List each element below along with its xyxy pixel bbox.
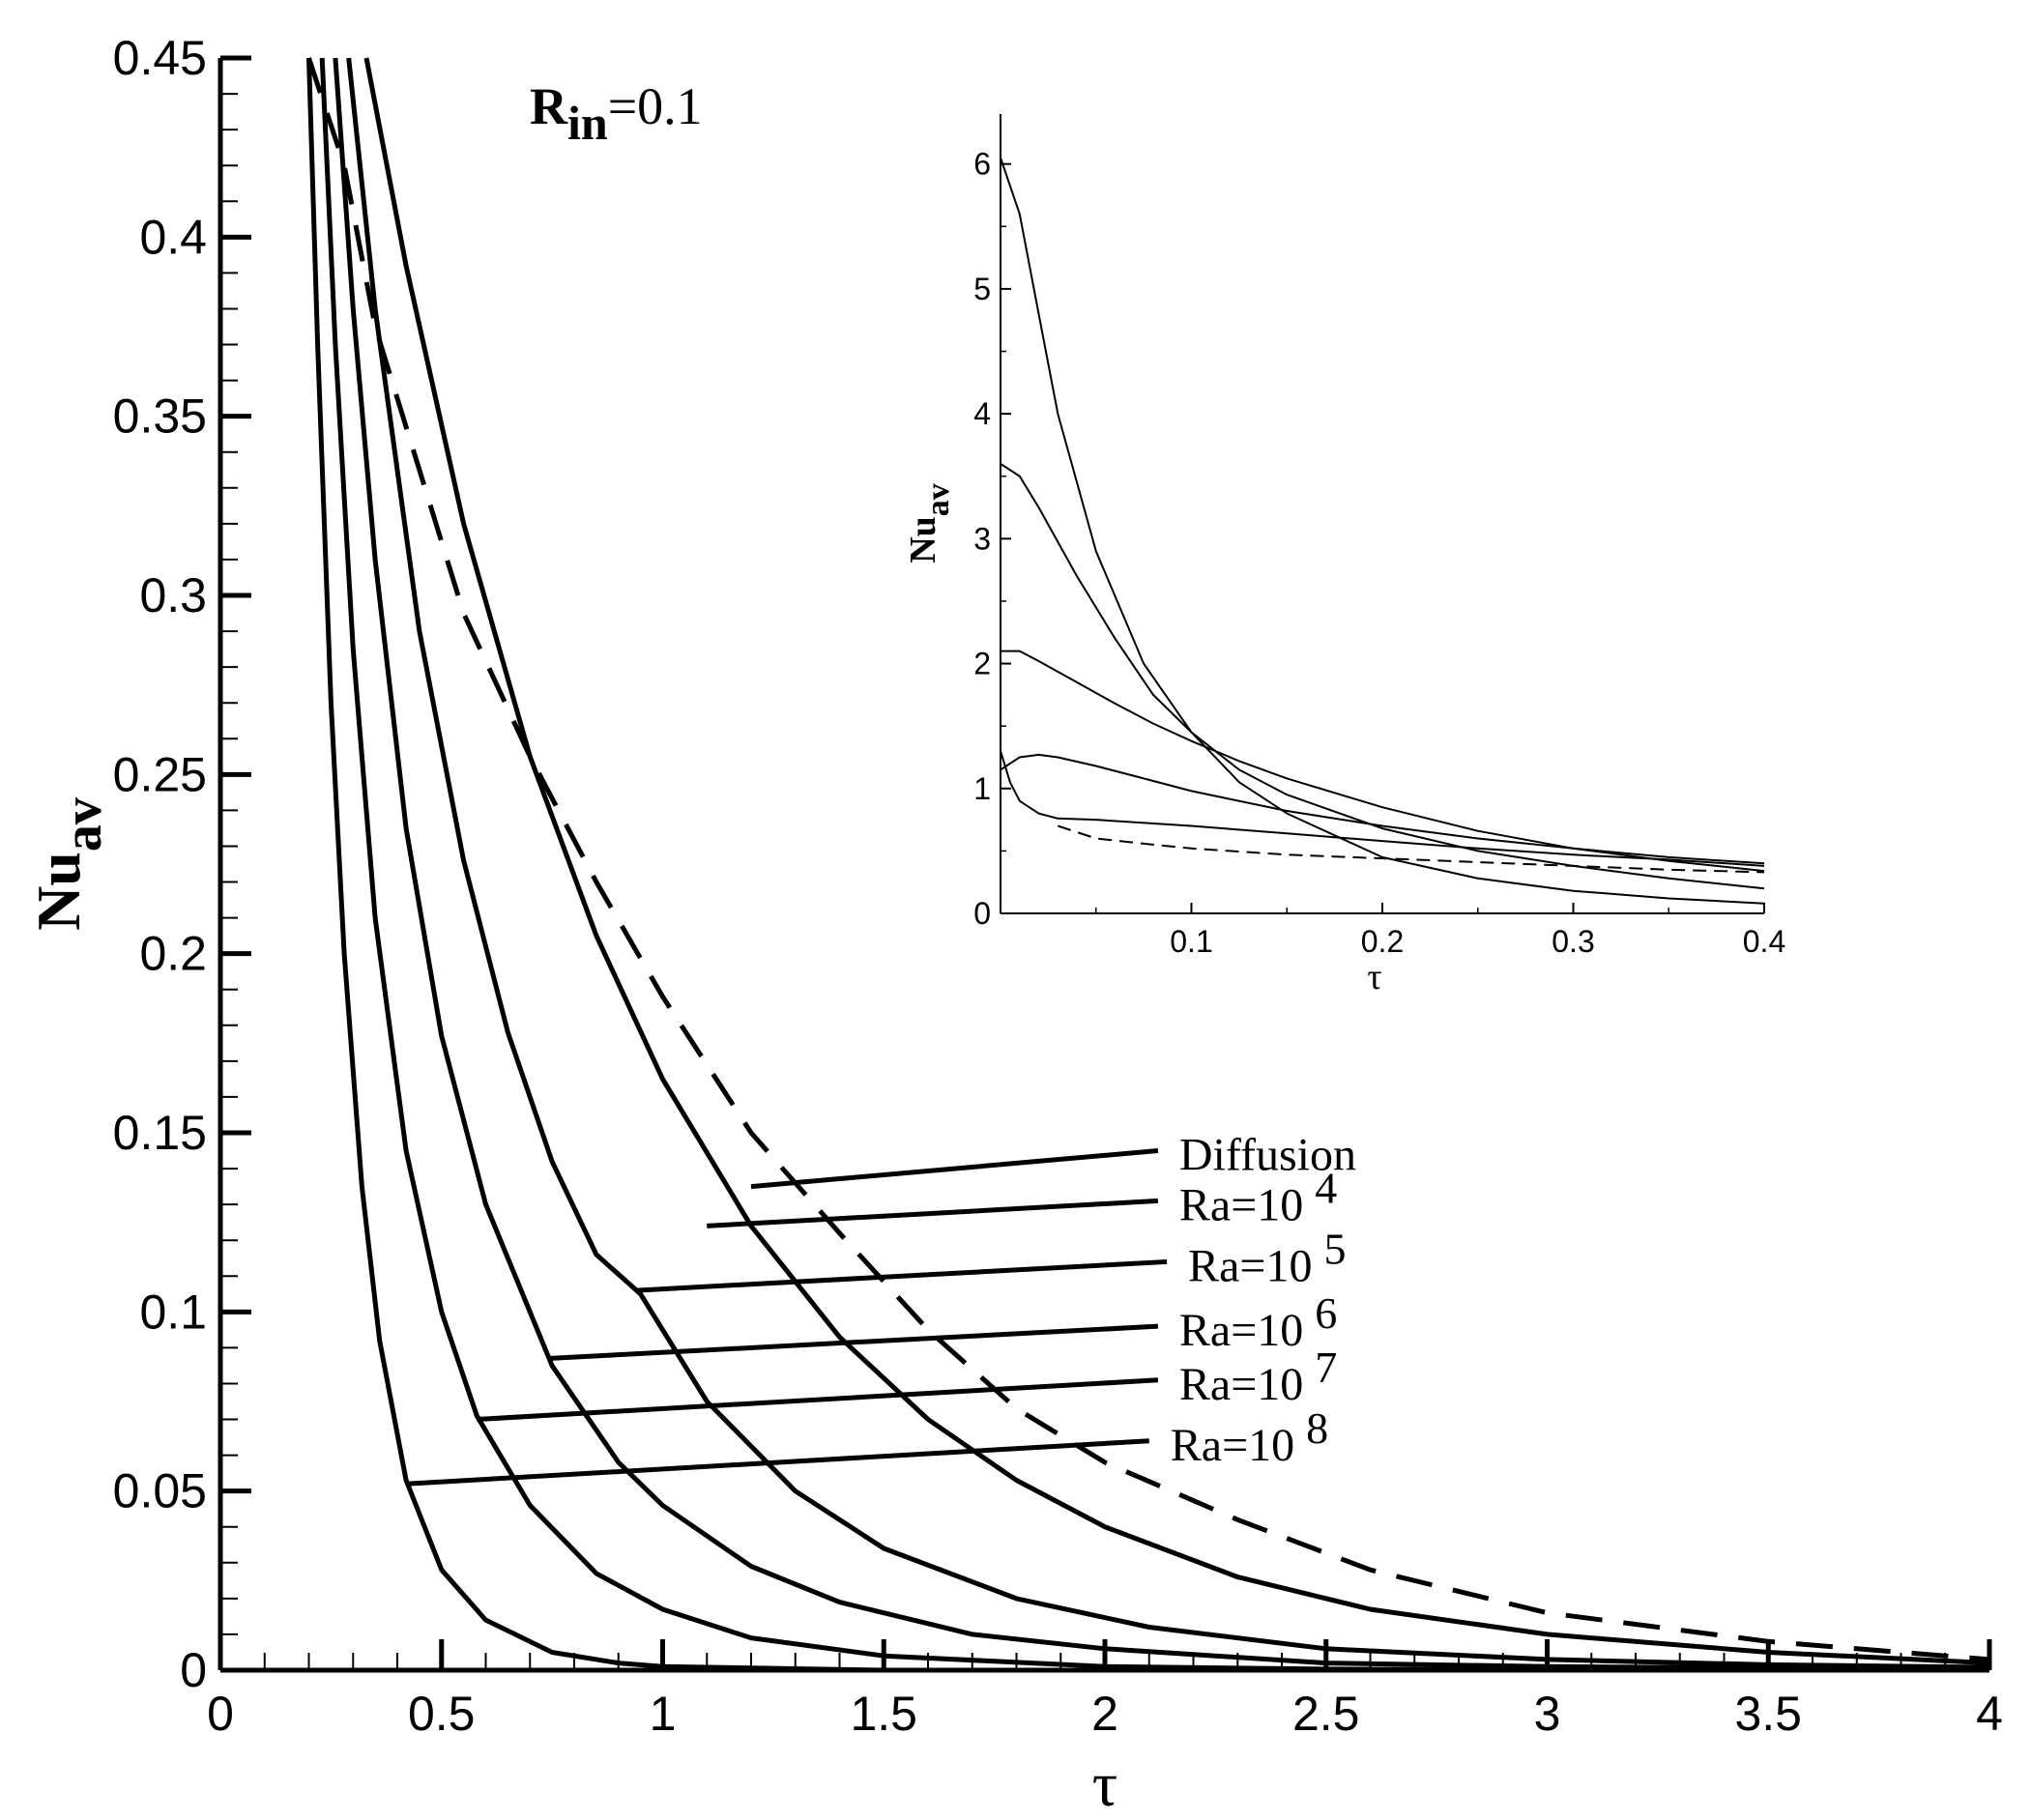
series-line-ra-10-8 — [306, 57, 1989, 1670]
x-tick-label: 2 — [1091, 1687, 1118, 1741]
inset-x-tick-label: 0.3 — [1552, 924, 1594, 959]
x-tick-label: 0 — [207, 1687, 234, 1741]
y-tick-label: 0.4 — [139, 210, 207, 264]
series-line-ra-10-5 — [346, 57, 1990, 1670]
inset-y-tick-label: 0 — [973, 896, 991, 931]
leader-line-ra-10-4 — [707, 1198, 1159, 1228]
inset-series-line-ra-10-6 — [1001, 650, 1765, 873]
x-tick-label: 3 — [1534, 1687, 1561, 1741]
series-label-ra-10-7: Ra=10 7 — [1179, 1343, 1337, 1410]
leader-line-ra-10-8 — [406, 1438, 1149, 1487]
y-tick-label: 0 — [180, 1643, 207, 1697]
y-tick-label: 0.2 — [139, 927, 207, 981]
y-tick-label: 0.05 — [113, 1464, 207, 1518]
inset-y-tick-label: 1 — [973, 771, 991, 806]
series-label-ra-10-4: Ra=10 4 — [1179, 1163, 1337, 1230]
inset-x-tick-label: 0.4 — [1743, 924, 1785, 959]
x-tick-label: 2.5 — [1292, 1687, 1360, 1741]
series-label-diffusion: Diffusion — [1179, 1130, 1356, 1181]
x-tick-label: 0.5 — [408, 1687, 476, 1741]
series-line-ra-10-4 — [363, 57, 1990, 1666]
inset-y-tick-label: 5 — [973, 272, 991, 306]
inset-y-tick-label: 2 — [973, 647, 991, 681]
series-line-ra-10-6 — [333, 57, 1990, 1670]
inset-y-tick-label: 4 — [973, 396, 991, 431]
inset-series-line-ra-10-5 — [1001, 753, 1765, 865]
inset-plot: 0 1 2 3 4 5 6 0.1 0.2 0.3 0.4 τ Nuav — [903, 114, 1785, 997]
inset-y-axis-title: Nuav — [903, 483, 956, 563]
main-plot: 00.050.10.150.20.250.30.350.40.450 0.5 1 1.… — [24, 31, 2003, 1820]
leader-line-diffusion — [750, 1148, 1159, 1190]
y-tick-label: 0.35 — [113, 390, 207, 444]
inset-x-tick-label: 0.2 — [1361, 924, 1404, 959]
inset-x-tick-label: 0.1 — [1170, 924, 1212, 959]
inset-series-line-ra-10-8 — [1001, 157, 1765, 905]
leader-line-ra-10-7 — [477, 1377, 1159, 1423]
r-in-annotation: Rin=0.1 — [530, 77, 703, 150]
y-axis-title: Nuav — [24, 797, 113, 931]
inset-x-axis-title: τ — [1367, 957, 1381, 997]
leader-line-ra-10-5 — [635, 1258, 1168, 1293]
y-tick-label: 0.15 — [113, 1106, 207, 1160]
x-tick-label: 4 — [1976, 1687, 2003, 1741]
series-label-ra-10-5: Ra=10 5 — [1188, 1224, 1346, 1291]
leader-line-ra-10-6 — [547, 1323, 1159, 1362]
x-axis-title: τ — [1092, 1749, 1118, 1820]
inset-series-line-ra-10-4 — [1001, 750, 1765, 867]
series-label-ra-10-6: Ra=10 6 — [1179, 1288, 1337, 1356]
inset-series-line-diffusion — [1057, 824, 1765, 874]
series-label-ra-10-8: Ra=10 8 — [1171, 1403, 1328, 1471]
y-tick-label: 0.45 — [113, 31, 207, 85]
x-tick-label: 1.5 — [850, 1687, 917, 1741]
inset-y-tick-label: 3 — [973, 521, 991, 556]
x-tick-label: 1 — [650, 1687, 677, 1741]
x-tick-label: 3.5 — [1734, 1687, 1802, 1741]
inset-y-tick-label: 6 — [973, 147, 991, 182]
y-tick-label: 0.25 — [113, 747, 207, 801]
y-tick-label: 0.3 — [139, 568, 207, 622]
y-tick-label: 0.1 — [139, 1285, 207, 1339]
